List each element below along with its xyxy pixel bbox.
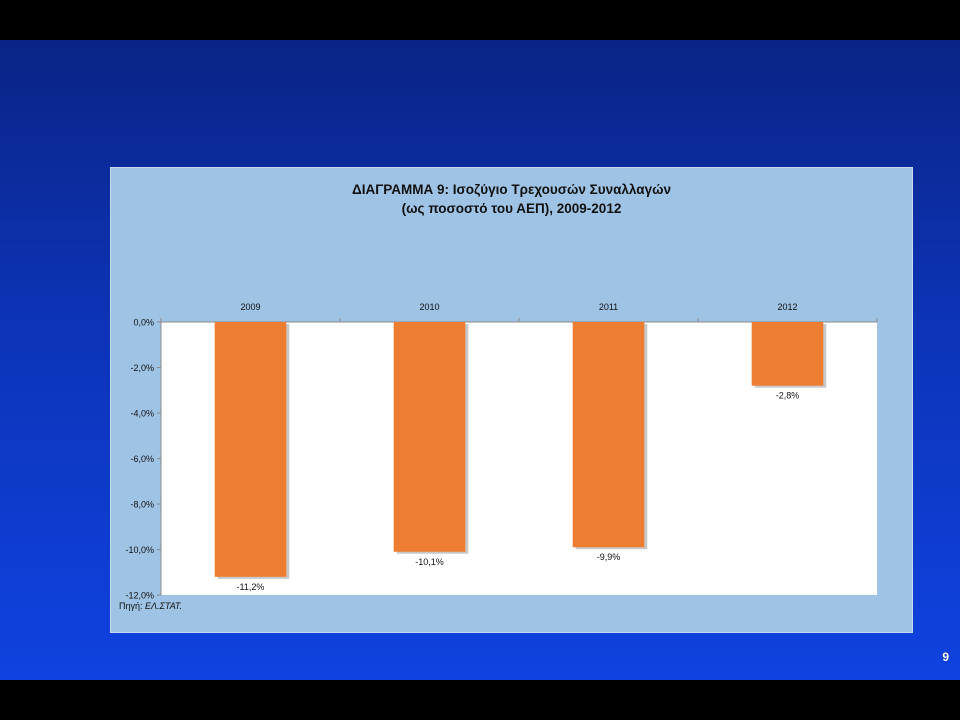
data-label: -11,2% <box>237 582 265 592</box>
y-tick-label: -12,0% <box>125 591 154 601</box>
x-tick-label: 2011 <box>599 302 618 312</box>
chart-title: ΔΙΑΓΡΑΜΜΑ 9: Ισοζύγιο Τρεχουσών Συναλλαγ… <box>111 180 912 218</box>
y-tick-label: -4,0% <box>130 409 154 419</box>
chart-panel: ΔΙΑΓΡΑΜΜΑ 9: Ισοζύγιο Τρεχουσών Συναλλαγ… <box>110 167 913 633</box>
y-tick-label: -8,0% <box>130 500 154 510</box>
bar <box>572 322 645 548</box>
y-tick-label: -6,0% <box>130 454 154 464</box>
slide: ΔΙΑΓΡΑΜΜΑ 9: Ισοζύγιο Τρεχουσών Συναλλαγ… <box>0 40 960 680</box>
x-tick-label: 2009 <box>240 302 260 312</box>
bar-chart: 0,0% -2,0% -4,0% -6,0% -8,0% -10,0% -12,0% 2009… <box>125 302 878 601</box>
y-tick-label: -2,0% <box>130 363 154 373</box>
data-label: -10,1% <box>415 557 444 567</box>
bar <box>751 322 824 386</box>
y-tick-label: 0,0% <box>133 318 154 328</box>
bar <box>393 322 466 552</box>
chart-title-line: ΔΙΑΓΡΑΜΜΑ 9: Ισοζύγιο Τρεχουσών Συναλλαγ… <box>351 182 671 197</box>
source-note: Πηγή: ΕΛ.ΣΤΑΤ. <box>119 601 182 611</box>
page-number: 9 <box>942 650 949 664</box>
y-tick-label: -10,0% <box>125 545 154 555</box>
data-label: -2,8% <box>776 391 800 401</box>
bar <box>214 322 287 577</box>
x-tick-label: 2010 <box>419 302 439 312</box>
data-label: -9,9% <box>597 552 621 562</box>
source-value: ΕΛ.ΣΤΑΤ. <box>145 601 183 611</box>
source-label: Πηγή: <box>119 601 143 611</box>
chart-subtitle-line: (ως ποσοστό του ΑΕΠ), 2009-2012 <box>401 201 622 216</box>
x-tick-label: 2012 <box>777 302 797 312</box>
